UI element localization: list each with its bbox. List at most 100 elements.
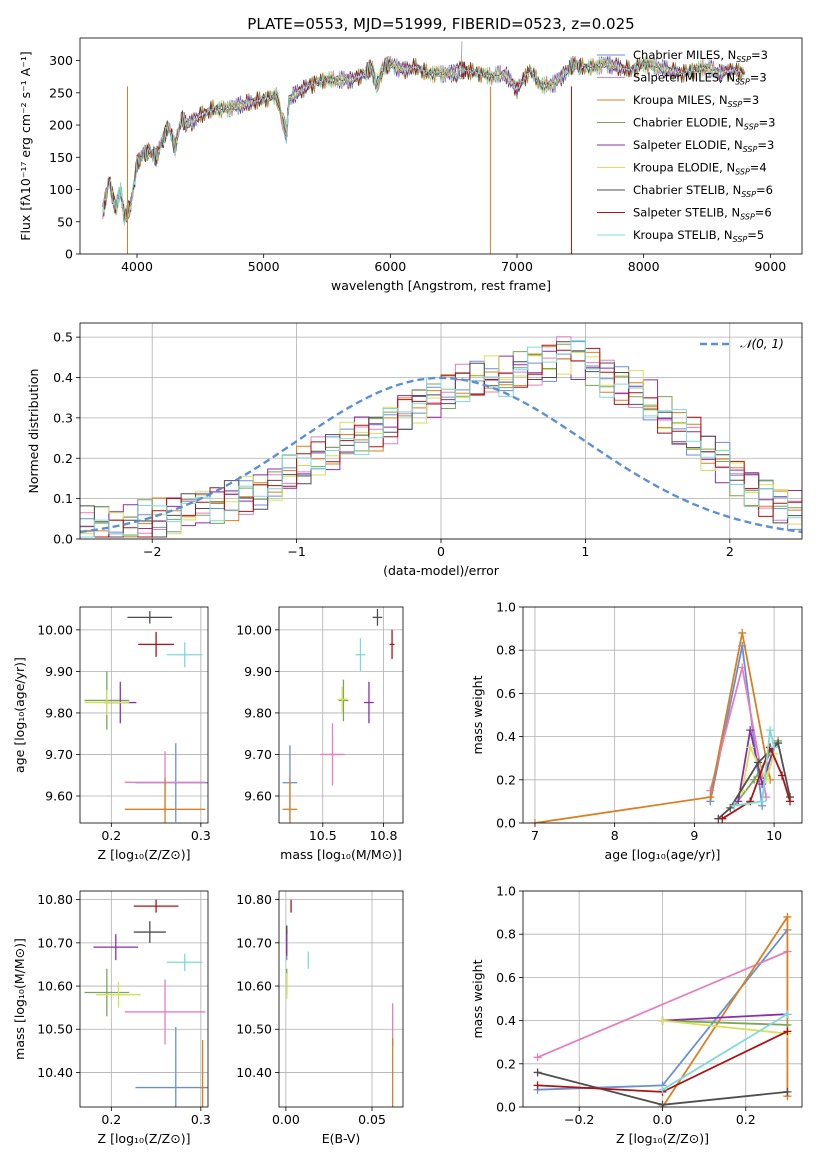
weight-point bbox=[738, 663, 747, 672]
y-tick-label: 10.70 bbox=[37, 935, 73, 950]
spectrum-spike bbox=[460, 41, 463, 71]
x-tick-label: 2 bbox=[726, 544, 734, 559]
histogram-series bbox=[80, 340, 802, 538]
histogram-series bbox=[80, 336, 802, 538]
weight-series bbox=[662, 1013, 788, 1022]
x-tick-label: −2 bbox=[143, 544, 161, 559]
weight-point bbox=[783, 1027, 792, 1036]
y-tick-label: 10.70 bbox=[236, 935, 272, 950]
legend-entry: Kroupa MILES, NSSP=3 bbox=[633, 93, 759, 109]
weight-point bbox=[783, 1010, 792, 1019]
y-tick-label: 9.70 bbox=[244, 747, 272, 762]
histogram-series bbox=[80, 341, 802, 536]
y-tick-label: 10.60 bbox=[37, 979, 73, 994]
x-tick-label: 0.0 bbox=[653, 1112, 673, 1127]
legend-entry: Salpeter MILES, NSSP=3 bbox=[633, 71, 767, 87]
y-tick-label: 9.90 bbox=[244, 664, 272, 679]
weight-series bbox=[662, 1019, 788, 1035]
x-axis-label: E(B-V) bbox=[322, 1131, 361, 1146]
y-tick-label: 0.8 bbox=[496, 927, 516, 942]
y-tick-label: 50 bbox=[57, 214, 73, 229]
legend-entry: Chabrier STELIB, NSSP=6 bbox=[633, 183, 773, 199]
x-axis-label: Z [log₁₀(Z/Z⊙)] bbox=[98, 847, 191, 862]
y-tick-label: 0.4 bbox=[496, 729, 516, 744]
y-tick-label: 0.6 bbox=[496, 686, 516, 701]
x-tick-label: 7000 bbox=[501, 259, 533, 274]
x-tick-label: 10 bbox=[766, 828, 782, 843]
weight-point bbox=[658, 1085, 667, 1094]
y-tick-label: 10.60 bbox=[236, 979, 272, 994]
y-tick-label: 9.60 bbox=[45, 789, 73, 804]
weight-point bbox=[658, 1100, 667, 1107]
x-tick-label: 10.5 bbox=[309, 828, 337, 843]
x-axis-label: Z [log₁₀(Z/Z⊙)] bbox=[98, 1131, 191, 1146]
y-tick-label: 0.4 bbox=[53, 370, 73, 385]
axes-frame bbox=[79, 322, 803, 540]
x-tick-label: 1 bbox=[581, 544, 589, 559]
legend-entry: Salpeter STELIB, NSSP=6 bbox=[633, 206, 772, 222]
x-axis-label: wavelength [Angstrom, rest frame] bbox=[331, 278, 551, 293]
plot-area bbox=[102, 41, 746, 254]
y-tick-label: 0.6 bbox=[496, 970, 516, 985]
weight-series bbox=[537, 950, 788, 1059]
weight-point bbox=[718, 814, 727, 823]
y-tick-label: 0.2 bbox=[496, 772, 516, 787]
y-tick-label: 0.1 bbox=[53, 491, 73, 506]
legend-entry: Salpeter ELODIE, NSSP=3 bbox=[633, 138, 774, 154]
weight-point bbox=[730, 801, 739, 810]
histogram-series bbox=[80, 343, 802, 538]
y-axis-label: mass [log₁₀(M/M⊙)] bbox=[12, 938, 27, 1060]
y-tick-label: 10.40 bbox=[236, 1065, 272, 1080]
residual-histogram-plot: −2 −1 0 1 2 0.0 0.1 0.2 0.3 0.4 0.5 (data-model)/er… bbox=[26, 322, 803, 578]
plot-area bbox=[84, 899, 208, 1107]
mass-vs-metallicity-plot: 0.2 0.3 10.40 10.50 10.60 10.70 10.80 Z [log₁₀(… bbox=[12, 890, 211, 1146]
weight-point bbox=[758, 797, 767, 806]
weight-point bbox=[762, 775, 771, 784]
y-tick-label: 250 bbox=[49, 85, 73, 100]
y-axis-label: Normed distribution bbox=[26, 369, 41, 494]
legend-entry: 𝒩(0, 1) bbox=[740, 337, 784, 351]
weight-series bbox=[737, 729, 775, 802]
plot-area bbox=[84, 611, 208, 823]
x-tick-label: 5000 bbox=[248, 259, 280, 274]
plot-area bbox=[286, 899, 394, 1107]
plot-area bbox=[282, 609, 395, 823]
spectrum-series bbox=[102, 56, 746, 222]
spectrum-plot: 4000 5000 6000 7000 8000 9000 0 50 100 150 200 250 3… bbox=[18, 37, 803, 293]
y-tick-label: 10.80 bbox=[37, 892, 73, 907]
axes-frame bbox=[79, 890, 209, 1108]
y-tick-label: 9.90 bbox=[45, 664, 73, 679]
x-axis-label: (data-model)/error bbox=[383, 563, 500, 578]
weight-point bbox=[754, 758, 763, 767]
weight-point bbox=[530, 819, 539, 823]
x-tick-label: 9000 bbox=[754, 259, 786, 274]
weight-point bbox=[770, 743, 779, 752]
legend-entry: Kroupa ELODIE, NSSP=4 bbox=[633, 161, 767, 177]
y-axis-label: Flux [fλ10⁻¹⁷ erg cm⁻² s⁻¹ A⁻¹] bbox=[18, 51, 33, 240]
y-axis-label: mass weight bbox=[470, 675, 485, 754]
x-tick-label: 4000 bbox=[121, 259, 153, 274]
x-tick-label: 7 bbox=[531, 828, 539, 843]
weight-point bbox=[750, 775, 759, 784]
x-tick-label: 9 bbox=[690, 828, 698, 843]
age-vs-metallicity-plot: 0.2 0.3 9.60 9.70 9.80 9.90 10.00 Z [log₁₀(Z/Z⊙… bbox=[12, 606, 211, 862]
y-tick-label: 300 bbox=[49, 53, 73, 68]
y-tick-label: 1.0 bbox=[496, 884, 516, 899]
weight-point bbox=[734, 797, 743, 806]
weight-point bbox=[783, 1087, 792, 1096]
histogram-series bbox=[80, 341, 802, 538]
legend-entry: Chabrier MILES, NSSP=3 bbox=[633, 48, 768, 64]
y-tick-label: 0.8 bbox=[496, 643, 516, 658]
plot-area bbox=[533, 912, 792, 1107]
weight-point bbox=[658, 1016, 667, 1025]
weight-vs-age-plot: 7 8 9 10 0.0 0.2 0.4 0.6 0.8 1.0 age [log₁₀(age/yr… bbox=[470, 600, 803, 862]
axes-frame bbox=[79, 37, 803, 255]
plot-area bbox=[80, 336, 802, 538]
x-tick-label: 8000 bbox=[628, 259, 660, 274]
normal-curve bbox=[80, 376, 802, 534]
y-tick-label: 9.70 bbox=[45, 747, 73, 762]
weight-series bbox=[734, 729, 775, 807]
y-tick-label: 9.80 bbox=[45, 705, 73, 720]
x-tick-label: 0.3 bbox=[191, 1112, 211, 1127]
